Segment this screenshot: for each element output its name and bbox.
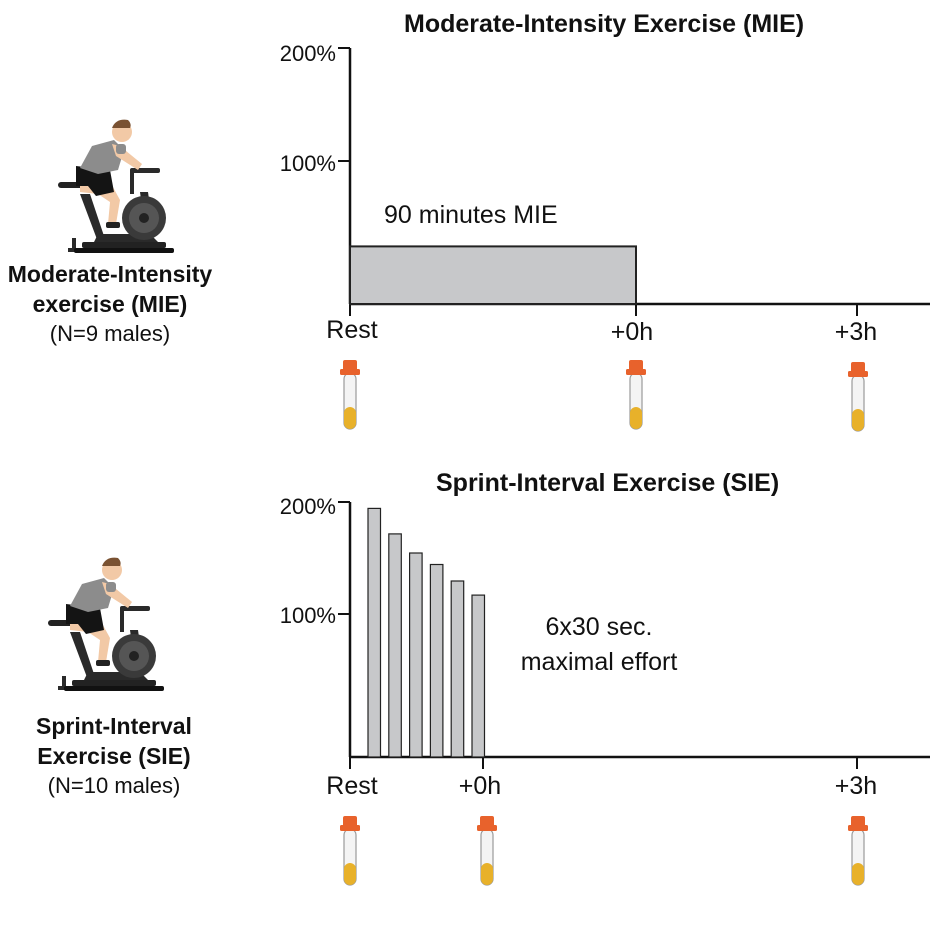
- sie-sprint-bar-3: [409, 552, 423, 758]
- sie-group-name-line1: Sprint-Interval: [36, 713, 192, 739]
- sie-group-name-line2: Exercise (SIE): [37, 742, 191, 769]
- mie-ytick-label-200: 200%: [279, 41, 336, 66]
- sie-chart: [338, 501, 930, 886]
- mie-tube-3h: [847, 361, 869, 432]
- sie-bar-annotation-line1: 6x30 sec.: [545, 613, 653, 641]
- mie-panel-title: Moderate-Intensity Exercise (MIE): [404, 10, 805, 38]
- mie-group-n: (N=9 males): [49, 320, 171, 346]
- mie-bar-annotation: 90 minutes MIE: [384, 201, 558, 229]
- mie-timepoint-0h: +0h: [610, 318, 654, 346]
- sie-bar-annotation: 6x30 sec. maximal effort: [496, 610, 702, 680]
- sie-timepoint-0h: +0h: [458, 772, 502, 800]
- sie-group-label: Sprint-Interval Exercise (SIE) (N=10 mal…: [0, 712, 264, 800]
- sie-tube-3h: [847, 815, 869, 886]
- mie-bike-icon: [58, 119, 174, 254]
- mie-timepoint-rest: Rest: [326, 316, 378, 344]
- mie-bar-0: [349, 245, 637, 305]
- sie-sprint-bar-2: [388, 533, 402, 758]
- mie-ytick-label-100: 100%: [279, 151, 336, 176]
- sie-sprint-bar-1: [367, 507, 382, 758]
- mie-tube-rest: [339, 359, 361, 430]
- mie-group-label: Moderate-Intensity exercise (MIE) (N=9 m…: [0, 260, 260, 348]
- sie-ytick-label-200: 200%: [279, 494, 336, 519]
- mie-group-name-line1: Moderate-Intensity: [7, 261, 213, 287]
- mie-group-name-line2: exercise (MIE): [32, 290, 188, 317]
- sie-group-n: (N=10 males): [47, 772, 181, 798]
- sie-bike-icon: [48, 557, 164, 691]
- sie-bar-annotation-line2: maximal effort: [520, 648, 678, 676]
- mie-chart: [338, 47, 930, 432]
- sie-sprint-bar-5: [450, 580, 465, 758]
- mie-tube-0h: [625, 359, 647, 430]
- sie-sprint-bar-4: [429, 563, 444, 758]
- sie-timepoint-3h: +3h: [834, 772, 878, 800]
- sie-timepoint-rest: Rest: [326, 772, 378, 800]
- sie-sprint-bar-6: [471, 594, 486, 758]
- sie-panel-title: Sprint-Interval Exercise (SIE): [436, 469, 780, 497]
- sie-ytick-label-100: 100%: [279, 603, 336, 628]
- sie-tube-rest: [339, 815, 361, 886]
- mie-timepoint-3h: +3h: [834, 318, 878, 346]
- sie-tube-0h: [476, 815, 498, 886]
